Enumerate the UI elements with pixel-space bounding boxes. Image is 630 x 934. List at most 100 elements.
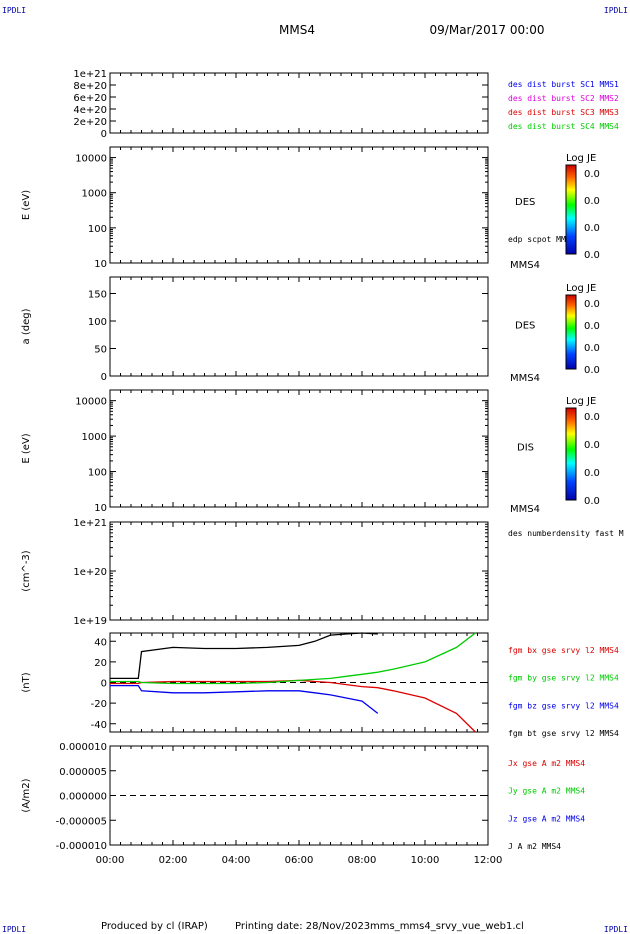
colorbar-tick-label: 0.0	[584, 321, 600, 332]
y-tick-label: -20	[91, 699, 107, 710]
colorbar	[565, 294, 577, 370]
y-tick-label: 1e+21	[73, 518, 107, 529]
y-tick-label: 150	[88, 290, 107, 301]
legend-entry: fgm bz gse srvy l2 MMS4	[508, 701, 619, 710]
legend-entry: fgm by gse srvy l2 MMS4	[508, 674, 619, 683]
legend-entry: des dist burst SC2 MMS2	[508, 94, 619, 103]
y-tick-label: 1000	[82, 432, 107, 443]
y-tick-label: 50	[94, 345, 107, 356]
colorbar-title: Log JE	[566, 153, 596, 164]
series-line	[110, 679, 476, 733]
side-label: edp scpot MMS4	[508, 235, 576, 244]
legend-entry: Jy gse A m2 MMS4	[508, 787, 585, 796]
colorbar-tick-label: 0.0	[584, 468, 600, 479]
series-line	[110, 632, 378, 680]
legend-entry: Jz gse A m2 MMS4	[508, 814, 585, 823]
footer-produced-by: Produced by cl (IRAP)	[101, 921, 208, 932]
colorbar-tick-label: 0.0	[584, 250, 600, 261]
y-tick-label: 100	[88, 468, 107, 479]
y-tick-label: 4e+20	[73, 105, 107, 116]
colorbar-title: Log JE	[566, 396, 596, 407]
x-tick-label: 00:00	[96, 855, 125, 866]
y-tick-label: 10000	[75, 397, 107, 408]
y-axis-label: E (eV)	[21, 190, 32, 220]
side-label: DES	[515, 321, 535, 332]
panel-frame-dis-energy	[109, 389, 489, 508]
y-tick-label: -40	[91, 720, 107, 731]
colorbar	[565, 407, 577, 501]
y-tick-label: 1000	[82, 189, 107, 200]
corner-label-top-left: IPDLI	[2, 6, 26, 15]
series-line	[110, 684, 379, 714]
colorbar-tick-label: 0.0	[584, 169, 600, 180]
y-tick-label: 0	[101, 679, 107, 690]
legend-entry: Jx gse A m2 MMS4	[508, 759, 585, 768]
y-tick-label: 10	[94, 503, 107, 514]
y-tick-label: 0.000010	[59, 742, 107, 753]
legend-entry: des dist burst SC4 MMS4	[508, 122, 619, 131]
colorbar-tick-label: 0.0	[584, 412, 600, 423]
colorbar-tick-label: 0.0	[584, 365, 600, 376]
colorbar	[565, 164, 577, 255]
y-tick-label: -0.000010	[56, 841, 107, 852]
y-tick-label: 0	[101, 129, 107, 140]
colorbar-tick-label: 0.0	[584, 343, 600, 354]
x-tick-label: 10:00	[411, 855, 440, 866]
side-label: MMS4	[510, 373, 540, 384]
series-line	[110, 632, 476, 685]
panel-frame-burst	[109, 72, 489, 134]
y-tick-label: 6e+20	[73, 93, 107, 104]
y-axis-label: E (eV)	[21, 433, 32, 463]
panel-frame-des-pitch	[109, 276, 489, 377]
spacecraft-title: MMS4	[279, 23, 315, 37]
x-tick-label: 12:00	[474, 855, 503, 866]
footer-printing-date: Printing date: 28/Nov/2023	[235, 921, 370, 932]
legend-entry: des numberdensity fast M	[508, 529, 624, 538]
y-axis-label: (cm^-3)	[21, 550, 32, 591]
side-label: DIS	[517, 443, 534, 454]
legend-entry: fgm bx gse srvy l2 MMS4	[508, 646, 619, 655]
legend-entry: des dist burst SC3 MMS3	[508, 108, 619, 117]
panel-frame-density	[109, 521, 489, 621]
colorbar-tick-label: 0.0	[584, 299, 600, 310]
x-tick-label: 02:00	[159, 855, 188, 866]
footer-filename: mms_mms4_srvy_vue_web1.cl	[370, 921, 524, 932]
side-label: DES	[515, 197, 535, 208]
y-tick-label: 1e+20	[73, 567, 107, 578]
y-tick-label: 0.000005	[59, 767, 107, 778]
colorbar-tick-label: 0.0	[584, 440, 600, 451]
y-tick-label: 10000	[75, 154, 107, 165]
y-tick-label: 2e+20	[73, 117, 107, 128]
y-tick-label: 1e+19	[73, 616, 107, 627]
y-axis-label: (A/m2)	[21, 778, 32, 812]
side-label: MMS4	[510, 260, 540, 271]
y-tick-label: 0.000000	[59, 792, 107, 803]
x-tick-label: 08:00	[348, 855, 377, 866]
side-label: MMS4	[510, 504, 540, 515]
corner-label-top-right: IPDLI	[604, 6, 628, 15]
legend-entry: J A m2 MMS4	[508, 842, 561, 851]
panel-frame-des-energy	[109, 146, 489, 264]
colorbar-tick-label: 0.0	[584, 223, 600, 234]
legend-entry: des dist burst SC1 MMS1	[508, 80, 619, 89]
y-tick-label: -0.000005	[56, 816, 107, 827]
y-tick-label: 10	[94, 259, 107, 270]
colorbar-tick-label: 0.0	[584, 196, 600, 207]
legend-entry: fgm bt gse srvy l2 MMS4	[508, 729, 619, 738]
corner-label-bottom-right: IPDLI	[604, 925, 628, 934]
corner-label-bottom-left: IPDLI	[2, 925, 26, 934]
colorbar-tick-label: 0.0	[584, 496, 600, 507]
y-tick-label: 0	[101, 372, 107, 383]
y-axis-label: (nT)	[21, 672, 32, 692]
y-tick-label: 100	[88, 317, 107, 328]
x-tick-label: 06:00	[285, 855, 314, 866]
y-tick-label: 100	[88, 224, 107, 235]
y-tick-label: 40	[94, 637, 107, 648]
y-tick-label: 20	[94, 658, 107, 669]
y-axis-label: a (deg)	[21, 308, 32, 344]
colorbar-title: Log JE	[566, 283, 596, 294]
x-tick-label: 04:00	[222, 855, 251, 866]
y-tick-label: 8e+20	[73, 81, 107, 92]
